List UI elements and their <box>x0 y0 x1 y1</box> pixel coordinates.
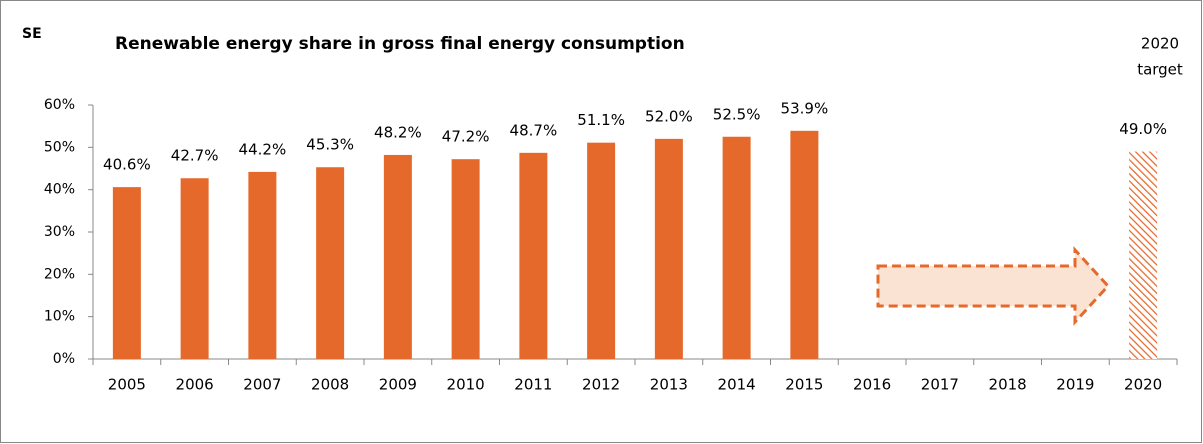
bar <box>451 159 480 359</box>
value-label: 52.5% <box>713 105 761 123</box>
y-tick-label: 40% <box>44 182 75 198</box>
bar <box>1129 151 1158 359</box>
value-label: 53.9% <box>781 99 829 117</box>
value-label: 44.2% <box>239 140 287 158</box>
y-tick-label: 0% <box>53 351 75 367</box>
bar <box>654 138 683 359</box>
x-tick-label: 2005 <box>108 376 146 394</box>
bar <box>316 167 345 359</box>
x-tick-label: 2009 <box>379 376 417 394</box>
x-tick-label: 2019 <box>1056 376 1094 394</box>
x-tick-label: 2013 <box>650 376 688 394</box>
bar <box>180 178 209 359</box>
x-tick-label: 2015 <box>785 376 823 394</box>
value-label: 49.0% <box>1119 120 1167 138</box>
bar <box>383 154 412 359</box>
x-tick-label: 2008 <box>311 376 349 394</box>
x-tick-label: 2018 <box>989 376 1027 394</box>
x-tick-label: 2007 <box>243 376 281 394</box>
value-label: 51.1% <box>577 111 625 129</box>
annotation: target <box>1137 61 1183 79</box>
corner-label: SE <box>22 26 42 42</box>
bar <box>112 187 141 359</box>
y-tick-label: 20% <box>44 266 75 282</box>
x-tick-label: 2012 <box>582 376 620 394</box>
bar <box>722 136 751 359</box>
x-tick-label: 2016 <box>853 376 891 394</box>
arrow <box>876 246 1111 326</box>
x-tick-label: 2010 <box>447 376 485 394</box>
value-label: 45.3% <box>306 136 354 154</box>
x-tick-label: 2011 <box>514 376 552 394</box>
x-tick-label: 2014 <box>718 376 756 394</box>
x-tick-label: 2017 <box>921 376 959 394</box>
bar <box>519 152 548 359</box>
x-tick-label: 2006 <box>176 376 214 394</box>
bar <box>248 171 277 359</box>
y-tick-label: 60% <box>44 97 75 113</box>
value-label: 47.2% <box>442 128 490 146</box>
value-label: 52.0% <box>645 107 693 125</box>
value-label: 48.7% <box>510 121 558 139</box>
value-label: 40.6% <box>103 156 151 174</box>
x-tick-label: 2020 <box>1124 376 1162 394</box>
bar <box>790 130 819 359</box>
value-label: 48.2% <box>374 123 422 141</box>
value-label: 42.7% <box>171 147 219 165</box>
y-tick-label: 10% <box>44 309 75 325</box>
annotation: 2020 <box>1141 35 1179 53</box>
y-tick-label: 50% <box>44 139 75 155</box>
chart-title: Renewable energy share in gross final en… <box>115 34 685 54</box>
bar <box>587 142 616 359</box>
y-tick-label: 30% <box>44 224 75 240</box>
